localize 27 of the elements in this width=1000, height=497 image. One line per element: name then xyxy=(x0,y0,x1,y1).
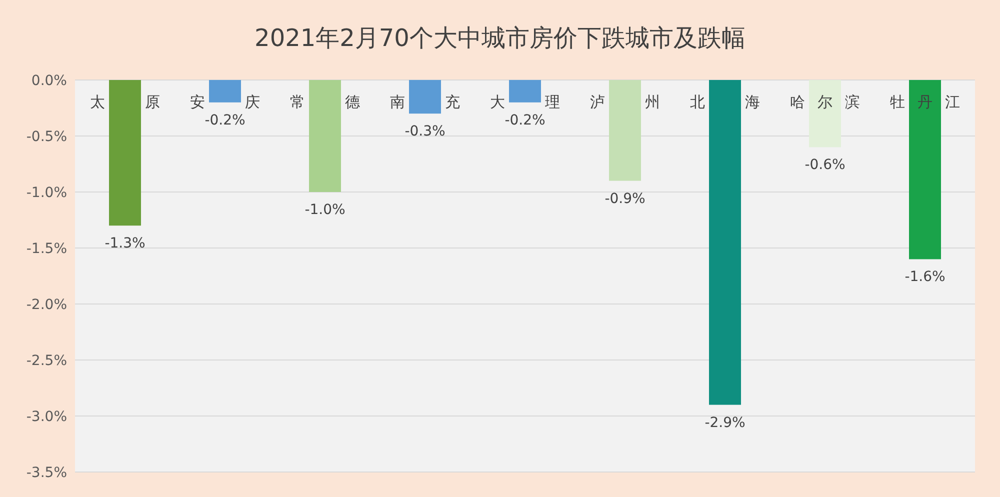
data-label: -1.3% xyxy=(104,236,146,252)
data-label: -0.2% xyxy=(204,112,246,128)
x-tick-label: 哈尔滨 xyxy=(790,93,860,111)
y-tick-label: -3.5% xyxy=(26,465,67,481)
data-label: -2.9% xyxy=(704,414,746,431)
y-tick-label: -3.0% xyxy=(26,409,67,425)
x-tick-label: 泸州 xyxy=(590,93,660,111)
y-tick-label: -2.0% xyxy=(26,297,67,313)
data-label: -0.3% xyxy=(404,124,446,140)
x-tick-label: 北海 xyxy=(690,93,760,111)
data-label: -0.2% xyxy=(504,112,546,128)
x-tick-label: 太原 xyxy=(90,93,160,111)
y-tick-label: 0.0% xyxy=(31,73,67,89)
x-tick-label: 南充 xyxy=(390,93,460,111)
y-tick-label: -1.0% xyxy=(26,185,67,201)
x-tick-label: 大理 xyxy=(490,93,560,111)
y-tick-label: -1.5% xyxy=(26,241,67,257)
data-label: -1.0% xyxy=(304,202,346,218)
y-tick-label: -0.5% xyxy=(26,129,67,145)
x-tick-label: 牡丹江 xyxy=(890,93,960,111)
data-label: -1.6% xyxy=(904,269,946,286)
chart-title: 2021年2月70个大中城市房价下跌城市及跌幅 xyxy=(254,24,746,52)
y-tick-label: -2.5% xyxy=(26,353,67,369)
x-tick-label: 安庆 xyxy=(190,93,260,111)
data-label: -0.6% xyxy=(804,157,846,174)
x-tick-label: 常德 xyxy=(290,93,360,111)
data-label: -0.9% xyxy=(604,190,646,207)
